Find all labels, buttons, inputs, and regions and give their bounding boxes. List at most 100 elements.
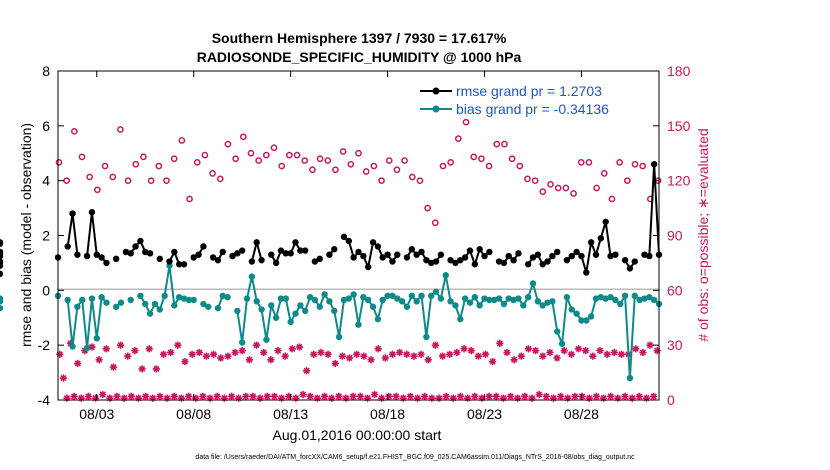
obs-evaluated-point (324, 350, 332, 358)
rmse-point (142, 248, 149, 256)
x-axis: 08/03 08/08 08/13 08/18 08/23 08/28 (79, 71, 599, 422)
bias-point (592, 295, 600, 302)
obs-evaluated-point (467, 347, 475, 355)
rmse-point (0, 239, 4, 246)
bias-point (554, 328, 561, 335)
obs-possible-point (370, 162, 378, 170)
obs-evaluated-point (596, 347, 604, 355)
rmse-point (190, 254, 197, 261)
obs-possible-point (324, 157, 332, 164)
rmse-point (88, 208, 96, 216)
bias-point (510, 296, 517, 304)
rmse-point (500, 259, 508, 267)
rmse-point (374, 243, 382, 250)
rmse-point (137, 237, 144, 245)
obs-possible-point (316, 155, 324, 163)
rmse-point (587, 239, 595, 246)
bias-point (432, 288, 440, 295)
x-tick-label: 08/18 (370, 406, 405, 422)
rmse-point (646, 252, 653, 260)
bias-point (277, 295, 285, 302)
y-axis-label: rmse and bias (model - observation) (18, 123, 34, 347)
obs-evaluated-point (88, 343, 96, 351)
rmse-point (360, 252, 367, 260)
rmse-point (0, 248, 4, 256)
bias-point (219, 292, 226, 300)
y2-tick-label: 120 (667, 173, 691, 189)
bias-point (495, 295, 503, 302)
bias-point (621, 292, 629, 300)
obs-possible-point (293, 151, 301, 159)
bias-point (423, 333, 430, 341)
obs-evaluated-point (607, 392, 615, 400)
bias-point (117, 299, 125, 306)
bias-point (626, 374, 634, 382)
rmse-point (413, 251, 420, 258)
obs-evaluated-point (267, 356, 275, 364)
rmse-point (122, 248, 130, 256)
bias-point (248, 273, 256, 280)
obs-possible-point (140, 153, 147, 161)
rmse-point (621, 256, 629, 264)
bias-point (418, 292, 425, 300)
obs-evaluated-point (496, 339, 504, 347)
rmse-point (355, 248, 362, 256)
obs-layer (55, 118, 662, 402)
rmse-point (471, 261, 479, 268)
obs-evaluated-point (95, 356, 103, 364)
bias-point (636, 296, 643, 304)
obs-evaluated-point (142, 392, 150, 400)
bias-point (272, 314, 280, 321)
bias-point (156, 306, 163, 313)
obs-evaluated-point (245, 356, 253, 364)
obs-possible-point (278, 162, 286, 170)
obs-evaluated-point (449, 394, 457, 402)
obs-evaluated-point (317, 348, 325, 357)
obs-evaluated-point (170, 392, 178, 400)
obs-evaluated-point (202, 352, 211, 360)
obs-evaluated-point (113, 392, 121, 400)
obs-evaluated-point (413, 394, 422, 402)
rmse-point (331, 246, 338, 253)
obs-possible-point (63, 177, 70, 185)
obs-evaluated-point (499, 394, 507, 402)
obs-possible-point (547, 180, 554, 188)
rmse-point (631, 258, 638, 265)
obs-evaluated-point (238, 347, 246, 355)
obs-possible-point (247, 149, 255, 157)
rmse-point (539, 261, 546, 268)
obs-evaluated-point (481, 350, 490, 358)
bias-point (442, 272, 449, 279)
bias-point (301, 307, 309, 315)
obs-evaluated-point (574, 345, 583, 353)
obs-possible-point (454, 135, 462, 142)
bias-point (161, 292, 168, 300)
rmse-point (350, 254, 357, 261)
obs-possible-point (347, 160, 355, 168)
obs-evaluated-point (460, 345, 468, 353)
rmse-point (166, 258, 173, 265)
obs-possible-point (362, 168, 370, 175)
y2-tick-label: 30 (667, 337, 683, 353)
obs-possible-point (470, 153, 478, 161)
obs-evaluated-point (378, 394, 386, 402)
obs-evaluated-point (399, 394, 407, 402)
y-tick-label: 0 (42, 282, 50, 298)
obs-evaluated-point (582, 347, 590, 355)
rmse-point (200, 243, 207, 250)
rmse-point (379, 254, 386, 261)
obs-evaluated-point (492, 392, 500, 400)
obs-evaluated-point (617, 350, 626, 358)
obs-evaluated-point (299, 390, 307, 399)
rmse-point (98, 254, 105, 261)
legend-bias-marker (432, 105, 440, 113)
rmse-point (0, 270, 4, 278)
obs-evaluated-point (438, 352, 447, 360)
y2-tick-label: 90 (667, 228, 683, 244)
bias-point (413, 298, 420, 305)
obs-evaluated-point (124, 352, 132, 360)
rmse-point (93, 251, 100, 258)
obs-evaluated-point (464, 394, 472, 402)
bias-point (93, 335, 100, 342)
